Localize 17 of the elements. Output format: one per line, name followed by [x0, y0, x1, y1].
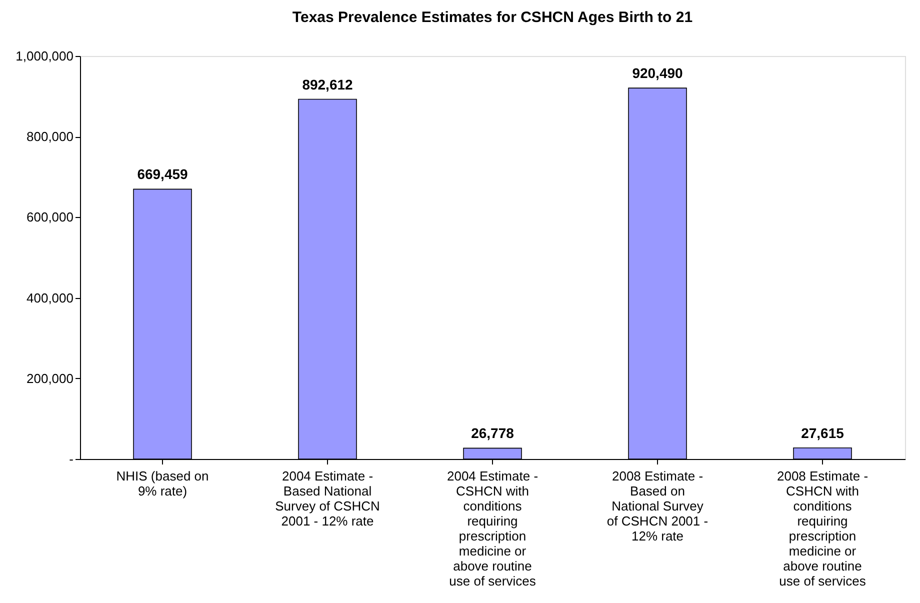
x-tick-label: 2004 Estimate - CSHCN with conditions requiring prescription medicine or above routine use of services: [446, 468, 538, 588]
y-tick-label: 600,000: [26, 210, 74, 225]
data-label: 892,612: [302, 76, 354, 92]
data-label: 27,615: [801, 424, 844, 441]
y-tick-label: 800,000: [26, 129, 74, 144]
x-tick-label: 2008 Estimate - CSHCN with conditions requiring prescription medicine or above routine use of services: [776, 468, 868, 588]
data-label: 669,459: [137, 166, 188, 182]
data-label: 26,778: [471, 425, 514, 442]
x-tick-label: 2008 Estimate - Based on National Survey of CSHCN 2001 - 12% rate: [606, 468, 708, 544]
data-label: 920,490: [632, 65, 684, 82]
x-tick-label: 2004 Estimate - Based National Survey of CSHCN 2001 - 12% rate: [275, 468, 380, 528]
y-tick-label: -: [69, 452, 74, 466]
y-tick-label: 1,000,000: [16, 48, 74, 64]
y-tick-label: 200,000: [26, 370, 74, 386]
chart-title: Texas Prevalence Estimates for CSHCN Ages Birth to 21: [292, 9, 693, 26]
y-tick-label: 400,000: [26, 290, 74, 306]
x-tick-label: NHIS (based on 9% rate): [116, 468, 209, 498]
